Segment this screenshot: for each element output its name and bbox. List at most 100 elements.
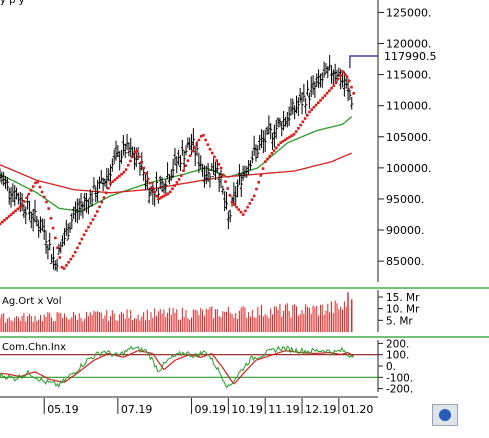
- sar-dot: [272, 149, 276, 152]
- sar-dot: [308, 110, 311, 114]
- sar-dot: [23, 200, 26, 203]
- volume-title: Ag.Ort x Vol: [2, 296, 62, 307]
- chart-corner-button[interactable]: [432, 404, 458, 426]
- sar-dot: [255, 187, 258, 191]
- sar-dot: [31, 185, 35, 188]
- x-tick-label: 12.19: [305, 403, 337, 416]
- sar-dot: [27, 192, 31, 196]
- sar-dot: [266, 157, 269, 161]
- sar-dot: [332, 84, 336, 87]
- sar-dot: [29, 189, 33, 192]
- sar-dot: [144, 172, 148, 175]
- price-tick-label: 95000.: [386, 193, 425, 206]
- sar-dot: [0, 222, 2, 226]
- sar-dot: [180, 174, 183, 177]
- sar-dot: [36, 180, 39, 184]
- indicator-tick-label: 0.: [386, 361, 396, 373]
- sar-dot: [65, 264, 68, 267]
- price-tick-label: 105000.: [386, 131, 432, 144]
- sar-dot: [47, 207, 51, 210]
- sar-dot: [111, 180, 115, 183]
- indicator-cci-line: [0, 345, 354, 389]
- sar-dot: [301, 120, 305, 124]
- sar-dot: [78, 242, 81, 245]
- sar-dots: [0, 70, 355, 270]
- price-panel: y p y 125000. 120000. 115000. 110000. 105000.…: [0, 0, 437, 282]
- price-tick-label: 90000.: [386, 224, 425, 237]
- sar-dot: [126, 163, 130, 167]
- sar-dot: [18, 205, 22, 209]
- sar-dot: [166, 192, 170, 195]
- sar-dot: [275, 146, 278, 150]
- sar-dot: [93, 214, 97, 218]
- sar-dot: [129, 159, 132, 163]
- sar-dot: [235, 205, 238, 209]
- sar-dot: [224, 180, 227, 183]
- sar-dot: [104, 191, 108, 195]
- sar-dot: [244, 209, 247, 213]
- sar-dot: [76, 246, 79, 250]
- sar-dot: [113, 178, 117, 182]
- x-axis: 05.19 07.19 09.19 10.19 11.19 12.19 01.20: [0, 396, 378, 416]
- sar-dot: [288, 135, 291, 139]
- sar-dot: [162, 194, 165, 198]
- sar-dot: [341, 70, 344, 73]
- sar-dot: [321, 96, 325, 100]
- sar-dot: [96, 210, 99, 213]
- sar-dot: [34, 181, 37, 185]
- sar-dot: [305, 113, 309, 117]
- price-tick-label: 100000.: [386, 162, 432, 175]
- sar-dot: [195, 142, 199, 146]
- ohlc-bars: [0, 54, 354, 272]
- sar-dot: [261, 167, 265, 170]
- sar-dot: [294, 130, 298, 133]
- sar-dot: [350, 85, 353, 89]
- sar-dot: [25, 196, 28, 200]
- sar-dot: [82, 233, 86, 237]
- price-tick-label: 110000.: [386, 100, 432, 113]
- volume-tick-label: 5. Mr: [386, 315, 413, 327]
- sar-dot: [286, 137, 289, 140]
- sar-dot: [120, 172, 123, 176]
- x-tick-label: 09.19: [195, 403, 227, 416]
- sar-dot: [71, 254, 75, 258]
- sar-dot: [45, 200, 48, 204]
- sar-dot: [343, 72, 347, 76]
- sar-dot: [328, 89, 331, 92]
- sar-dot: [89, 222, 93, 225]
- last-value-marker-line: [349, 55, 378, 69]
- sar-dot: [246, 205, 249, 209]
- indicator-tick-label: -100.: [386, 372, 413, 384]
- sar-dot: [310, 108, 313, 111]
- moving-average-line-0: [0, 116, 353, 213]
- sar-dot: [188, 154, 192, 158]
- indicator-panel: Com.Chn.Inx 200.100.0.-100.-200.: [0, 336, 489, 396]
- sar-dot: [314, 103, 318, 107]
- sar-dot: [138, 155, 141, 159]
- sar-dot: [102, 196, 106, 199]
- sar-dot: [279, 141, 283, 144]
- sar-dot: [164, 193, 168, 197]
- sar-dot: [290, 134, 294, 137]
- sar-dot: [155, 194, 159, 198]
- indicator-tick-label: 100.: [386, 350, 409, 362]
- sar-dot: [12, 211, 15, 215]
- sar-dot: [3, 218, 6, 222]
- sar-dot: [133, 150, 137, 154]
- sar-dot: [202, 134, 205, 137]
- sar-dot: [115, 176, 119, 180]
- sar-dot: [252, 194, 256, 198]
- sar-dot: [325, 91, 329, 95]
- sar-dot: [80, 237, 84, 241]
- sar-dot: [193, 146, 196, 149]
- indicator-tick-label: 200.: [386, 338, 409, 350]
- sar-dot: [16, 207, 20, 211]
- sar-dot: [197, 138, 201, 142]
- volume-tick-label: 15. Mr: [386, 292, 420, 304]
- sar-dot: [107, 186, 110, 190]
- last-value-label: 117990.5: [384, 50, 437, 63]
- sar-dot: [38, 185, 42, 189]
- x-tick-label: 01.20: [342, 403, 374, 416]
